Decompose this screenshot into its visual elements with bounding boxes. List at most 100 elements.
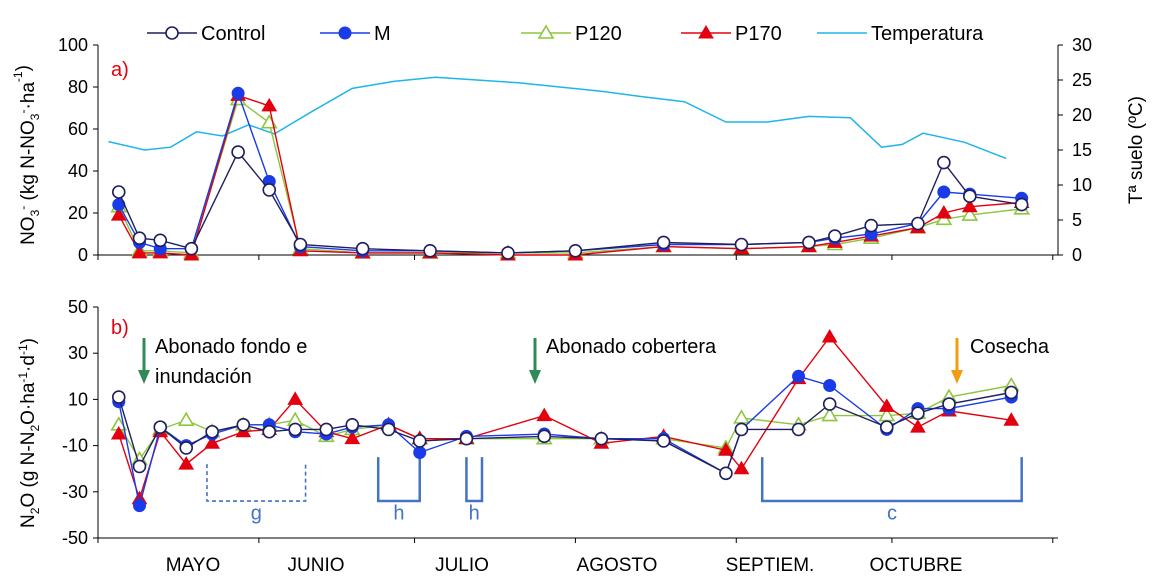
data-point xyxy=(828,229,842,243)
data-point xyxy=(733,460,750,475)
y2-tick-label: 15 xyxy=(1072,140,1092,160)
data-point xyxy=(179,441,194,455)
legend-item-m: M xyxy=(320,23,391,45)
data-point xyxy=(345,418,360,432)
data-point xyxy=(132,459,147,474)
y2-tick-label: 30 xyxy=(1072,35,1092,55)
data-point xyxy=(733,409,750,424)
data-point xyxy=(864,218,878,233)
month-label: JUNIO xyxy=(288,555,345,576)
data-point xyxy=(110,207,127,221)
data-point xyxy=(459,431,474,446)
annotation-text: Cosecha xyxy=(970,336,1050,358)
data-point xyxy=(153,233,168,248)
data-point xyxy=(423,244,437,258)
y2-tick-label: 5 xyxy=(1072,210,1082,230)
data-point xyxy=(111,185,126,199)
data-point xyxy=(911,216,925,231)
y-tick-label: 0 xyxy=(78,245,88,265)
data-point xyxy=(153,420,168,434)
legend-item-p170: P170 xyxy=(681,23,782,45)
data-point xyxy=(962,189,977,203)
data-point xyxy=(111,390,126,404)
data-point xyxy=(236,418,251,432)
data-point xyxy=(261,97,278,112)
data-point xyxy=(791,422,806,437)
data-point xyxy=(110,426,127,440)
data-point xyxy=(319,422,334,437)
data-point xyxy=(879,420,894,434)
data-point xyxy=(412,434,427,448)
data-point xyxy=(937,155,951,170)
y-tick-label: 30 xyxy=(68,343,88,363)
data-point xyxy=(698,25,714,39)
y-tick-label: 10 xyxy=(68,389,88,409)
y-tick-label: -50 xyxy=(62,528,88,548)
y2-tick-label: 10 xyxy=(1072,175,1092,195)
month-label: AGOSTO xyxy=(577,555,658,576)
data-point xyxy=(184,241,199,256)
panel-a-y-axis-label: NO3- (kg N-NO3-·ha-1) xyxy=(11,65,42,245)
data-point xyxy=(656,235,671,250)
series-control xyxy=(111,145,1029,260)
data-point xyxy=(822,397,837,411)
data-point xyxy=(536,407,553,422)
data-point xyxy=(734,237,749,252)
data-point xyxy=(802,235,816,250)
period-label: h xyxy=(393,503,404,525)
series-control xyxy=(111,385,1019,481)
data-point xyxy=(344,430,361,445)
data-point xyxy=(501,246,515,260)
data-point xyxy=(878,398,895,412)
arrow-head-icon xyxy=(951,370,963,384)
period-bracket xyxy=(760,457,1023,503)
series-line xyxy=(118,150,1022,254)
data-point xyxy=(262,183,277,197)
month-label: MAYO xyxy=(166,555,221,576)
data-point xyxy=(1004,385,1019,400)
data-point xyxy=(133,499,147,513)
data-point xyxy=(537,429,552,444)
panel-b-y-axis-label: N2O (g N-N2O·ha-1·d-1) xyxy=(16,338,42,528)
series-m xyxy=(112,369,1018,513)
y-tick-label: 60 xyxy=(68,119,88,139)
arrow-head-icon xyxy=(529,370,541,384)
data-point xyxy=(792,369,806,383)
data-point xyxy=(719,466,733,481)
annotation-harvest: Cosecha xyxy=(951,336,1050,384)
y-tick-label: 80 xyxy=(68,77,88,97)
annotation-text: inundación xyxy=(155,366,252,388)
legend-label: Control xyxy=(201,23,265,45)
data-point xyxy=(231,145,245,159)
data-point xyxy=(942,397,956,411)
y-tick-label: -10 xyxy=(62,436,88,456)
y-tick-label: 40 xyxy=(68,161,88,181)
series-line xyxy=(118,94,1022,256)
panel-a-nitrate: 0 20 40 60 80 100 0 5 10 15 20 25 30 a) NO3- (kg N-N… xyxy=(11,35,1147,265)
period-label: c xyxy=(887,503,897,525)
legend-label: P170 xyxy=(735,23,782,45)
data-point xyxy=(288,422,302,437)
data-point xyxy=(568,244,583,258)
period-bracket xyxy=(206,464,307,502)
data-point xyxy=(132,231,147,245)
data-point xyxy=(537,24,555,39)
y2-tick-label: 0 xyxy=(1072,245,1082,265)
data-point xyxy=(231,86,245,100)
annotation-text: Abonado fondo e xyxy=(155,336,307,358)
data-point xyxy=(911,406,925,421)
data-point xyxy=(381,422,396,437)
annotation-text: Abonado cobertera xyxy=(546,336,717,358)
series-line xyxy=(118,335,1012,502)
data-point xyxy=(355,241,370,256)
legend-label: P120 xyxy=(575,23,622,45)
month-label: SEPTIEM. xyxy=(726,555,815,576)
data-point xyxy=(1003,412,1020,426)
data-point xyxy=(204,435,221,449)
series-line xyxy=(118,91,1022,254)
data-point xyxy=(823,379,837,393)
y2-tick-label: 25 xyxy=(1072,70,1092,90)
data-point xyxy=(821,406,839,422)
